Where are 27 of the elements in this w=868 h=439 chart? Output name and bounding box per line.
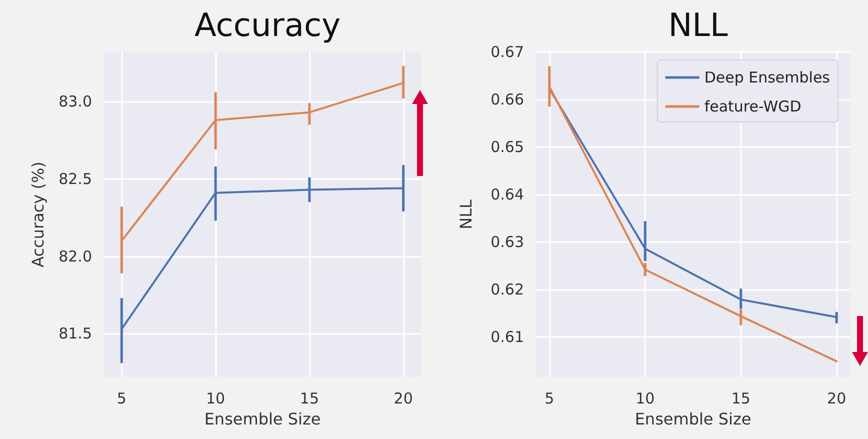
- x-tick-label: 5: [116, 390, 126, 408]
- y-tick-label: 82.0: [58, 247, 92, 266]
- chart-title: NLL: [668, 6, 728, 44]
- x-tick-label: 15: [731, 390, 750, 408]
- legend-label: feature-WGD: [704, 98, 802, 116]
- x-tick-label: 20: [394, 390, 413, 408]
- chart-title: Accuracy: [194, 6, 341, 44]
- y-tick-label: 0.67: [490, 43, 524, 61]
- x-axis-title: Ensemble Size: [204, 409, 321, 428]
- x-tick-label: 5: [544, 390, 554, 408]
- y-tick-label: 83.0: [58, 92, 92, 111]
- y-tick-label: 0.62: [490, 280, 524, 299]
- y-tick-label: 82.5: [58, 170, 92, 188]
- y-tick-label: 81.5: [58, 324, 92, 343]
- y-tick-label: 0.63: [490, 233, 524, 252]
- x-tick-label: 20: [827, 390, 846, 408]
- y-tick-label: 0.64: [490, 186, 524, 204]
- y-tick-label: 0.66: [490, 90, 524, 109]
- x-tick-label: 10: [206, 390, 226, 408]
- legend-label: Deep Ensembles: [704, 68, 830, 86]
- y-axis-title: Accuracy (%): [28, 162, 48, 268]
- y-axis-title: NLL: [456, 200, 476, 230]
- y-tick-label: 0.65: [490, 138, 524, 156]
- y-tick-label: 0.61: [490, 328, 524, 346]
- x-tick-label: 10: [636, 390, 655, 408]
- x-axis-title: Ensemble Size: [634, 409, 752, 428]
- x-tick-label: 15: [300, 390, 319, 408]
